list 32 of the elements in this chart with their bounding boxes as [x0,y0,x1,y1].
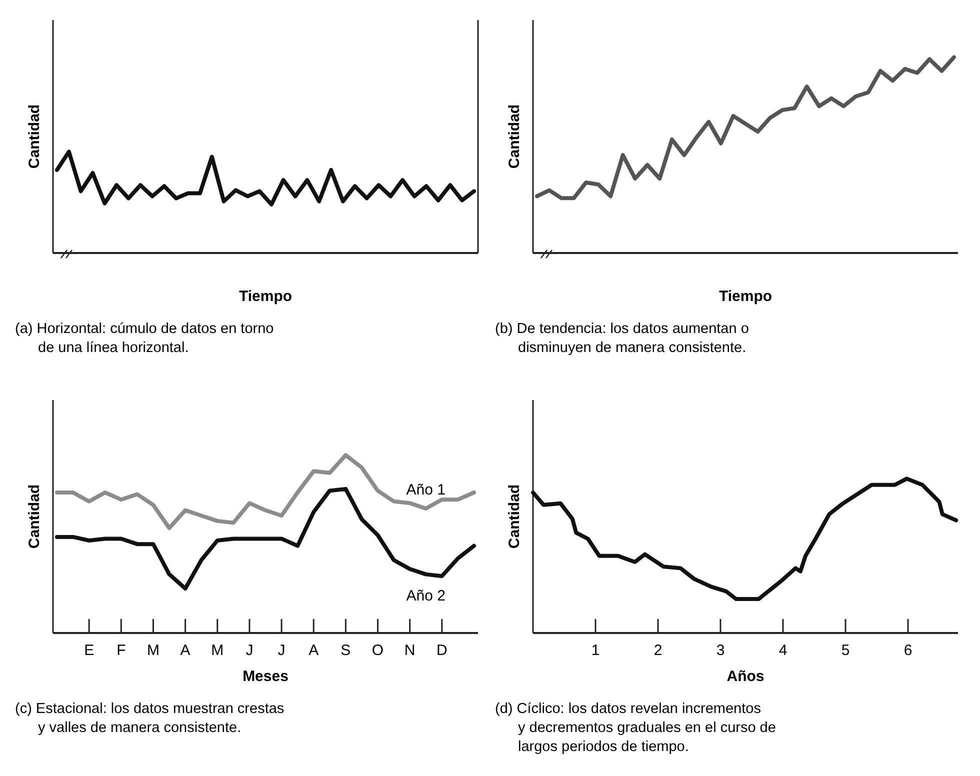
text: (d) Cíclico: los datos revelan incrementos y decrementos graduales en el curso de largos periodos de tiempo. [495,701,776,755]
x-axis-title: Meses [242,668,288,685]
x-tick-label: J [246,642,254,659]
text: (a) Horizontal: cúmulo de datos en torno de una línea horizontal. [15,321,274,356]
x-tick-label: E [84,642,94,659]
x-tick-label: M [211,642,224,659]
text: (c) Estacional: los datos muestran crestas y valles de manera consistente. [15,701,284,736]
x-tick-label: 6 [904,642,912,659]
x-tick-label: O [372,642,384,659]
x-tick-label: S [340,642,351,659]
x-tick-label: N [404,642,416,659]
x-tick-label: M [146,642,160,659]
y-axis-title: Cantidad [506,484,523,549]
y-axis-title: Cantidad [26,104,43,169]
x-tick-label: 3 [716,642,725,659]
x-tick-label: D [436,642,448,659]
series-label: Año 1 [406,481,446,498]
series-label: Año 2 [406,587,446,604]
x-tick-label: 4 [778,642,788,659]
x-tick-label: 1 [591,642,600,659]
x-tick-label: F [116,642,126,659]
x-axis-title: Años [726,668,764,685]
text: (b) De tendencia: los datos aumentan o disminuyen de manera consistente. [495,321,749,356]
x-tick-label: 5 [841,642,850,659]
x-tick-label: 2 [654,642,662,659]
x-tick-label: A [308,642,319,659]
x-axis-title: Tiempo [718,288,772,305]
x-tick-label: A [180,642,190,659]
x-tick-label: J [278,642,286,659]
y-axis-title: Cantidad [506,104,523,169]
y-axis-title: Cantidad [26,484,43,549]
x-axis-title: Tiempo [238,288,292,305]
